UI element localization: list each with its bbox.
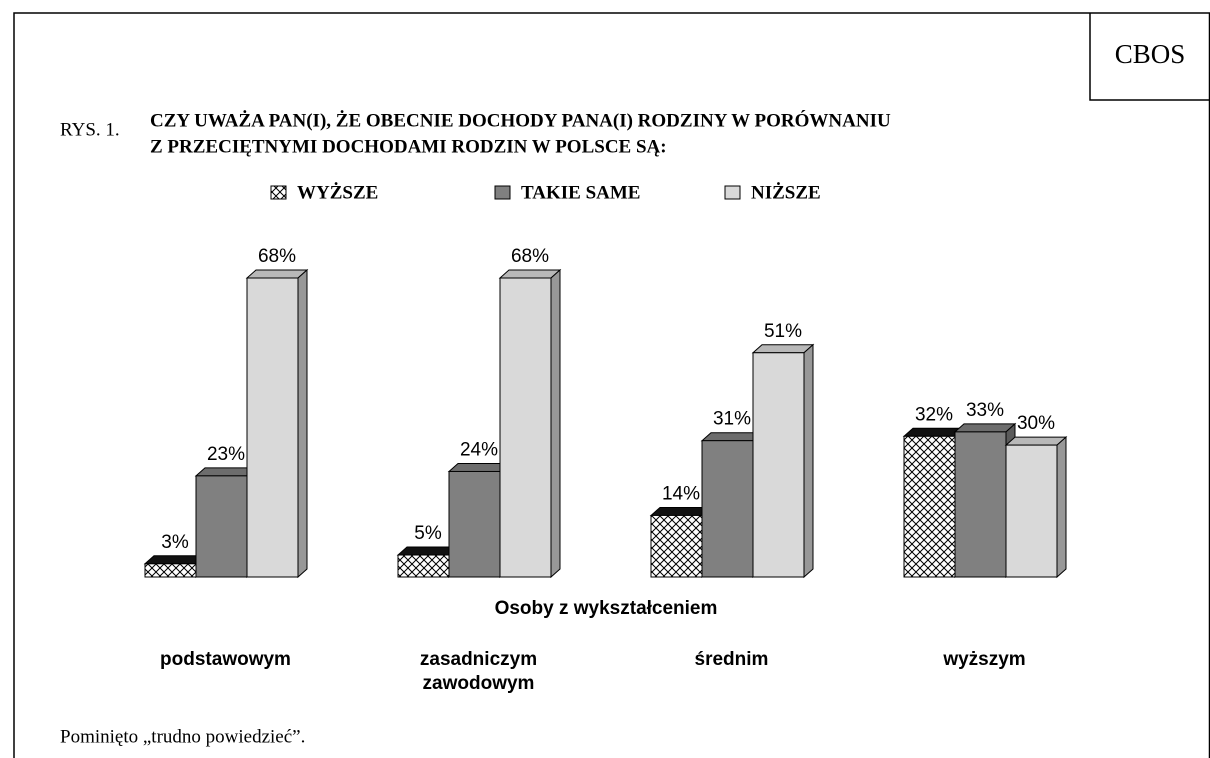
bar-face <box>498 269 562 279</box>
legend-label: WYŻSZE <box>297 182 378 203</box>
value-label: 33% <box>966 400 1004 421</box>
value-label: 51% <box>764 321 802 342</box>
bar-face <box>1004 436 1068 446</box>
legend-label: NIŻSZE <box>751 182 821 203</box>
bar-face <box>803 343 814 579</box>
bar-face <box>701 440 754 578</box>
note: Pominięto „trudno powiedzieć”. <box>60 726 305 747</box>
bar-face <box>297 268 308 579</box>
legend-swatch <box>494 185 511 200</box>
chart-title: CZY UWAŻA PAN(I), ŻE OBECNIE DOCHODY PAN… <box>150 109 891 131</box>
bar-face <box>954 431 1007 578</box>
legend-swatch <box>724 185 741 200</box>
bar-face <box>550 268 561 579</box>
value-label: 30% <box>1017 413 1055 434</box>
legend-swatch <box>270 185 287 200</box>
bar-face <box>245 269 309 279</box>
bar-face <box>448 470 501 578</box>
x-axis-label: Osoby z wykształceniem <box>495 598 718 619</box>
bar-face <box>195 475 248 578</box>
chart-subtitle: Z PRZECIĘTNYMI DOCHODAMI RODZIN W POLSCE… <box>150 136 667 157</box>
legend-label: TAKIE SAME <box>521 182 640 203</box>
value-label: 31% <box>713 409 751 430</box>
bar-face <box>144 563 197 578</box>
value-label: 32% <box>915 404 953 425</box>
source-box <box>1089 13 1210 101</box>
figure-label: RYS. 1. <box>60 119 120 140</box>
bar-face <box>650 514 703 578</box>
source: CBOS <box>1115 39 1186 69</box>
bar <box>1004 435 1068 579</box>
x-tick-label: zasadniczym zawodowym <box>419 649 538 694</box>
value-label: 14% <box>662 483 700 504</box>
x-tick-label: średnim <box>694 649 769 670</box>
x-tick-label: wyższym <box>943 649 1026 670</box>
bar-face <box>1056 435 1067 579</box>
x-tick-label: podstawowym <box>160 649 291 670</box>
bar-face <box>751 344 815 354</box>
bar <box>751 343 815 579</box>
bar-face <box>752 352 805 578</box>
bar <box>245 268 309 579</box>
value-label: 68% <box>258 246 296 267</box>
bar-face <box>903 435 956 578</box>
value-label: 68% <box>511 246 549 267</box>
bar-face <box>1005 444 1058 578</box>
bar <box>498 268 562 579</box>
bar-face <box>499 277 552 578</box>
value-label: 23% <box>207 444 245 465</box>
value-label: 3% <box>161 532 189 553</box>
value-label: 24% <box>460 439 498 460</box>
value-label: 5% <box>414 523 442 544</box>
bar-face <box>953 423 1017 433</box>
bar-face <box>246 277 299 578</box>
bar-face <box>397 554 450 578</box>
